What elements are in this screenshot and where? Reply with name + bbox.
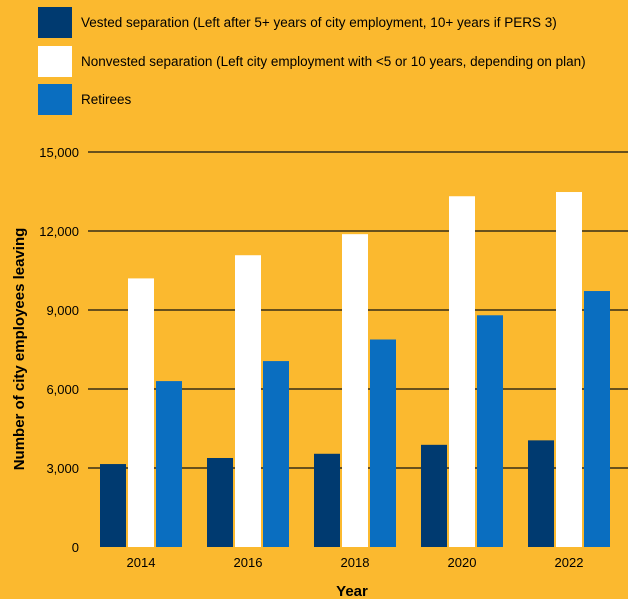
bar-retirees-2014 xyxy=(156,381,182,547)
y-tick-label: 6,000 xyxy=(46,382,79,397)
y-tick-labels: 0 3,000 6,000 9,000 12,000 15,000 xyxy=(39,145,79,555)
bar-retirees-2018 xyxy=(370,339,396,547)
legend-label-2: Nonvested separation (Left city employme… xyxy=(81,54,586,69)
bar-vested-2020 xyxy=(421,444,447,547)
y-axis-title: Number of city employees leaving xyxy=(11,228,28,471)
x-tick-label: 2016 xyxy=(234,555,263,570)
bar-nonvested-2020 xyxy=(449,196,475,548)
bar-vested-2014 xyxy=(100,464,126,547)
bar-retirees-2020 xyxy=(477,315,503,547)
legend-label-3: Retirees xyxy=(81,92,132,107)
legend-swatch-1 xyxy=(38,7,72,38)
x-tick-labels: 2014 2016 2018 2020 2022 xyxy=(127,555,584,570)
bar-nonvested-2016 xyxy=(235,255,261,547)
bar-nonvested-2022 xyxy=(556,192,582,547)
bar-nonvested-2018 xyxy=(342,234,368,547)
bar-vested-2022 xyxy=(528,440,554,547)
bar-vested-2016 xyxy=(207,457,233,547)
legend-swatch-3 xyxy=(38,84,72,115)
x-axis-title: Year xyxy=(336,583,368,599)
bar-nonvested-2014 xyxy=(128,278,154,547)
bar-vested-2018 xyxy=(314,453,340,547)
bars xyxy=(100,192,610,548)
x-tick-label: 2022 xyxy=(555,555,584,570)
legend: Vested separation (Left after 5+ years o… xyxy=(38,7,586,115)
bar-retirees-2022 xyxy=(584,291,610,547)
x-tick-label: 2020 xyxy=(448,555,477,570)
x-tick-label: 2018 xyxy=(341,555,370,570)
y-tick-label: 12,000 xyxy=(39,224,79,239)
y-tick-label: 0 xyxy=(72,540,79,555)
legend-label-1: Vested separation (Left after 5+ years o… xyxy=(81,15,557,30)
legend-swatch-2 xyxy=(38,46,72,77)
y-tick-label: 3,000 xyxy=(46,461,79,476)
x-tick-label: 2014 xyxy=(127,555,156,570)
y-tick-label: 9,000 xyxy=(46,303,79,318)
y-tick-label: 15,000 xyxy=(39,145,79,160)
bar-retirees-2016 xyxy=(263,361,289,547)
